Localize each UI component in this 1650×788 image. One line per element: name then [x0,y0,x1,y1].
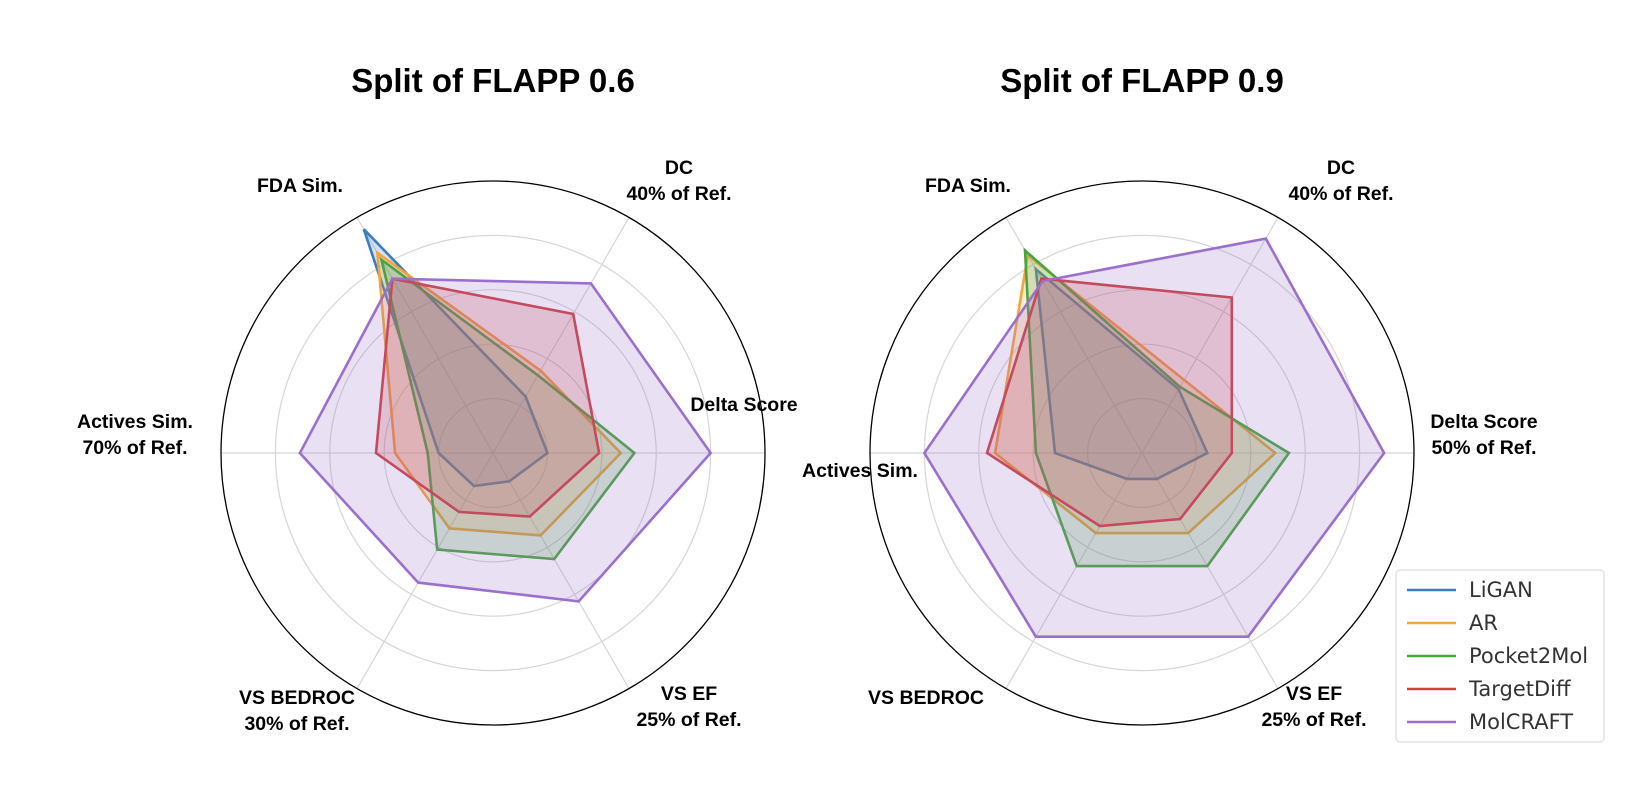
axis-label-delta-score: Delta Score 50% of Ref. [1430,411,1537,459]
outer-frame [869,180,1415,726]
axis-label-line: Actives Sim. [802,460,918,482]
axis-label-line: VS EF [661,683,717,705]
axis-label-subline: 70% of Ref. [82,437,187,459]
axis-label-dc: DC 40% of Ref. [1288,157,1393,205]
axis-label-line: VS BEDROC [239,687,355,709]
series-ar [993,252,1278,535]
axis-label-line: FDA Sim. [257,175,343,197]
series-ar [375,250,623,537]
legend-label-ligan: LiGAN [1469,578,1533,602]
series-targetdiff [374,277,601,518]
grid-spoke-dc [492,217,630,454]
axis-label-subline: 25% of Ref. [636,709,741,731]
axis-label-vs-ef: VS EF 25% of Ref. [1261,683,1366,731]
axis-label-fda-sim: FDA Sim. [257,175,343,197]
axis-label-vs-bedroc: VS BEDROC [868,687,984,709]
axis-label-line: FDA Sim. [925,175,1011,197]
axis-label-subline: 25% of Ref. [1261,709,1366,731]
series-pocket2mol [1023,247,1291,568]
axis-label-subline: 50% of Ref. [1431,437,1536,459]
axis-label-line: DC [1327,157,1355,179]
legend-label-pocket2mol: Pocket2Mol [1469,644,1588,668]
axis-label-delta-score: Delta Score [690,394,797,416]
axis-label-actives-sim: Actives Sim. [802,460,918,482]
grid-spoke-dc [1141,217,1279,454]
axis-label-line: DC [665,157,693,179]
axis-label-line: VS EF [1286,683,1342,705]
outer-frame [220,180,766,726]
legend-frame [1395,569,1605,743]
chart-title: Split of FLAPP 0.6 [351,62,635,99]
axis-label-fda-sim: FDA Sim. [925,175,1011,197]
axis-label-actives-sim: Actives Sim. 70% of Ref. [77,411,193,459]
series-targetdiff [985,277,1234,528]
chart-title: Split of FLAPP 0.9 [1000,62,1284,99]
series-ligan [362,228,549,488]
axis-label-subline: 40% of Ref. [1288,183,1393,205]
legend-label-ar: AR [1469,611,1498,635]
axis-label-line: Actives Sim. [77,411,193,433]
grid-spoke-vs-bedroc [1005,452,1143,689]
series-molcraft [298,277,713,603]
legend-label-molcraft: MolCRAFT [1469,710,1573,734]
series-pocket2mol [379,256,637,561]
axis-label-dc: DC 40% of Ref. [626,157,731,205]
radar-chart-flapp-06: Split of FLAPP 0.6 Delta Score DC 40% of R… [77,62,798,735]
legend-label-targetdiff: TargetDiff [1468,677,1571,701]
axis-label-vs-ef: VS EF 25% of Ref. [636,683,741,731]
grid-spoke-vs-bedroc [356,452,494,689]
axis-label-line: Delta Score [690,394,797,416]
grid-spoke-vs-ef [492,452,630,689]
axis-label-subline: 30% of Ref. [244,713,349,735]
radar-chart-flapp-09: Split of FLAPP 0.9 Delta Score 50% of Ref… [802,62,1538,731]
axis-label-subline: 40% of Ref. [626,183,731,205]
axis-label-vs-bedroc: VS BEDROC 30% of Ref. [239,687,355,735]
axis-label-line: Delta Score [1430,411,1537,433]
series-ligan [1034,266,1209,481]
series-molcraft [922,237,1386,639]
grid-spoke-fda-sim [356,217,494,454]
grid-spoke-vs-ef [1141,452,1279,689]
axis-label-line: VS BEDROC [868,687,984,709]
legend: LiGAN AR Pocket2Mol TargetDiff MolCRAFT [1395,569,1605,743]
